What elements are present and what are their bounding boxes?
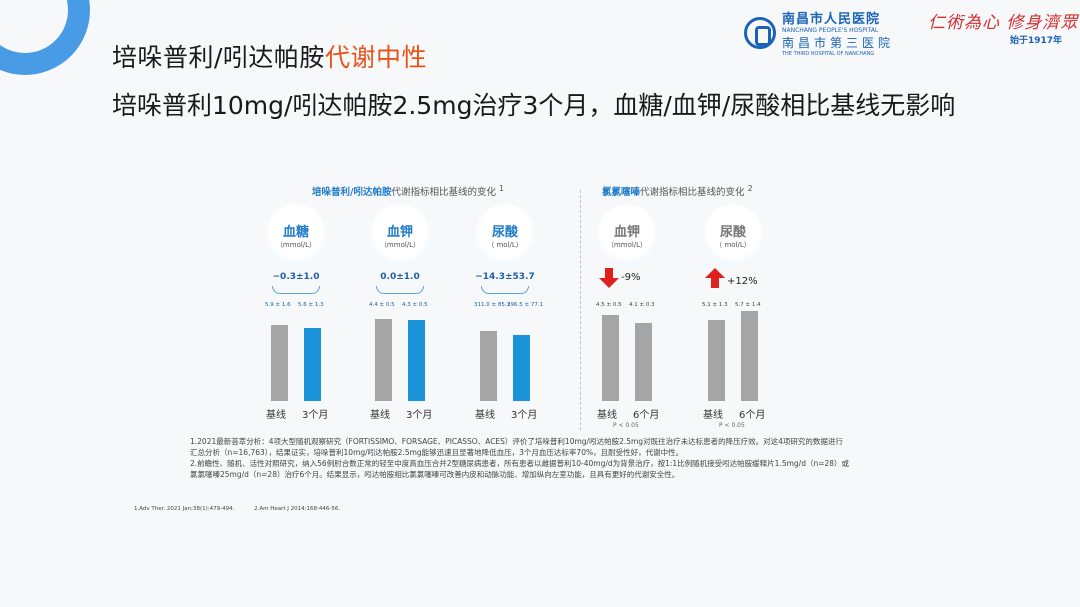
- page-subtitle: 培哚普利10mg/吲达帕胺2.5mg治疗3个月，血糖/血钾/尿酸相比基线无影响: [112, 91, 956, 120]
- p-value-label: P < 0.05: [719, 422, 745, 429]
- change-label: 0.0±1.0: [380, 272, 420, 282]
- references: 1.Adv Ther. 2021 Jan;38(1):479-494. 2.Am…: [134, 506, 358, 512]
- footnote-1: 1.2021最新荟萃分析：4项大型随机观察研究（FORTISSIMO、FORSA…: [190, 437, 843, 457]
- bar-treated: [408, 320, 425, 401]
- footnote-2: 2.前瞻性、随机、活性对照研究，纳入56例肘合数正常的轻至中度高血压合并2型糖尿…: [190, 459, 850, 479]
- reference-1: 1.Adv Ther. 2021 Jan;38(1):479-494.: [134, 506, 235, 512]
- x-tick-label: 3个月: [511, 410, 538, 421]
- bar-treated: [304, 328, 321, 401]
- right-panel-title-rest: 代谢指标相比基线的变化: [640, 187, 745, 199]
- right-panel-ref: 2: [747, 184, 753, 193]
- footnotes: 1.2021最新荟萃分析：4项大型随机观察研究（FORTISSIMO、FORSA…: [190, 436, 850, 480]
- change-label: −0.3±1.0: [272, 272, 320, 282]
- left-panel-title: 培哚普利/吲达帕胺代谢指标相比基线的变化 1: [312, 184, 504, 198]
- value-label: 4.4 ± 0.5: [369, 302, 395, 308]
- value-label: 4.1 ± 0.3: [629, 302, 655, 308]
- x-tick-label: 基线: [703, 410, 723, 421]
- bar-baseline: [480, 331, 497, 401]
- title-prefix: 培哚普利/吲达帕胺: [112, 43, 325, 72]
- metric-circle: 血钾 （mmol/L）: [369, 204, 431, 266]
- bar-treated: [513, 335, 530, 401]
- x-tick-label: 6个月: [739, 410, 766, 421]
- p-value-label: P < 0.05: [613, 422, 639, 429]
- value-label: 5.6 ± 1.3: [298, 302, 324, 308]
- title-accent: 代谢中性: [324, 43, 427, 72]
- x-tick-label: 3个月: [302, 410, 329, 421]
- right-panel-title: 氯氯噻嗪代谢指标相比基线的变化 2: [602, 184, 753, 198]
- change-label: -9%: [621, 272, 641, 283]
- metric-name: 血钾: [613, 224, 640, 240]
- founded-year: 始于1917年: [1010, 36, 1063, 46]
- metric-name: 尿酸: [719, 224, 746, 240]
- bar-baseline: [271, 325, 288, 401]
- x-tick-label: 基线: [475, 410, 495, 421]
- x-tick-label: 基线: [370, 410, 390, 421]
- metric-unit: （ mol/L）: [487, 240, 523, 249]
- bar-treated: [741, 311, 758, 401]
- value-label: 311.0 ± 85.3: [474, 302, 511, 308]
- bar-baseline: [602, 315, 619, 401]
- metric-unit: （mmol/L）: [275, 240, 317, 249]
- logo-name-en2: THE THIRD HOSPITAL OF NANCHANG: [782, 51, 875, 57]
- value-label: 4.3 ± 0.5: [402, 302, 428, 308]
- value-label: 5.9 ± 1.6: [265, 302, 291, 308]
- metric-circle: 血钾 （mmol/L）: [596, 204, 658, 266]
- x-tick-label: 6个月: [633, 410, 660, 421]
- right-panel-title-bold: 氯氯噻嗪: [602, 187, 641, 199]
- arrow-up-icon: [705, 268, 725, 288]
- bar-baseline: [708, 320, 725, 401]
- metric-unit: （mmol/L）: [606, 240, 648, 249]
- value-label: 5.1 ± 1.3: [702, 302, 728, 308]
- page-title: 培哚普利/吲达帕胺代谢中性: [112, 38, 427, 74]
- value-label: 5.7 ± 1.4: [735, 302, 761, 308]
- logo-name-cn2: 南昌市第三医院: [782, 36, 895, 50]
- left-panel-title-rest: 代谢指标相比基线的变化: [391, 187, 496, 199]
- hospital-slogan: 仁術為心 修身濟眾: [928, 13, 1079, 33]
- change-label: −14.3±53.7: [475, 272, 535, 282]
- bar-baseline: [375, 319, 392, 401]
- logo-name-en: NANCHANG PEOPLE'S HOSPITAL: [782, 27, 879, 34]
- bar-treated: [635, 323, 652, 401]
- left-panel-ref: 1: [499, 184, 505, 193]
- panel-divider: [580, 190, 581, 430]
- reference-2: 2.Am Heart J 2014;168:446-56.: [254, 506, 341, 512]
- metric-name: 血糖: [282, 224, 309, 240]
- metric-name: 尿酸: [491, 224, 518, 240]
- value-label: 4.5 ± 0.5: [596, 302, 622, 308]
- hospital-emblem-icon: [744, 16, 776, 49]
- x-tick-label: 基线: [597, 410, 617, 421]
- change-label: +12%: [727, 276, 758, 287]
- hospital-logo: 南昌市人民医院 NANCHANG PEOPLE'S HOSPITAL 南昌市第三…: [744, 8, 894, 57]
- x-tick-label: 3个月: [406, 410, 433, 421]
- x-tick-label: 基线: [266, 410, 286, 421]
- metric-circle: 尿酸（ mol/L）: [474, 204, 536, 266]
- metric-unit: （ mol/L）: [715, 240, 751, 249]
- value-label: 296.5 ± 77.1: [507, 302, 544, 308]
- logo-name-cn: 南昌市人民医院: [782, 12, 881, 27]
- metric-circle: 尿酸（ mol/L）: [702, 204, 764, 266]
- arrow-down-icon: [599, 268, 619, 288]
- left-panel-title-bold: 培哚普利/吲达帕胺: [312, 187, 392, 199]
- metric-unit: （mmol/L）: [379, 240, 421, 249]
- metric-name: 血钾: [386, 224, 413, 240]
- metric-circle: 血糖 （mmol/L）: [265, 204, 327, 266]
